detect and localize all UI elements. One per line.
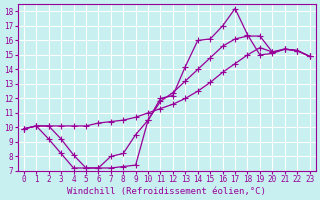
X-axis label: Windchill (Refroidissement éolien,°C): Windchill (Refroidissement éolien,°C) — [67, 187, 266, 196]
